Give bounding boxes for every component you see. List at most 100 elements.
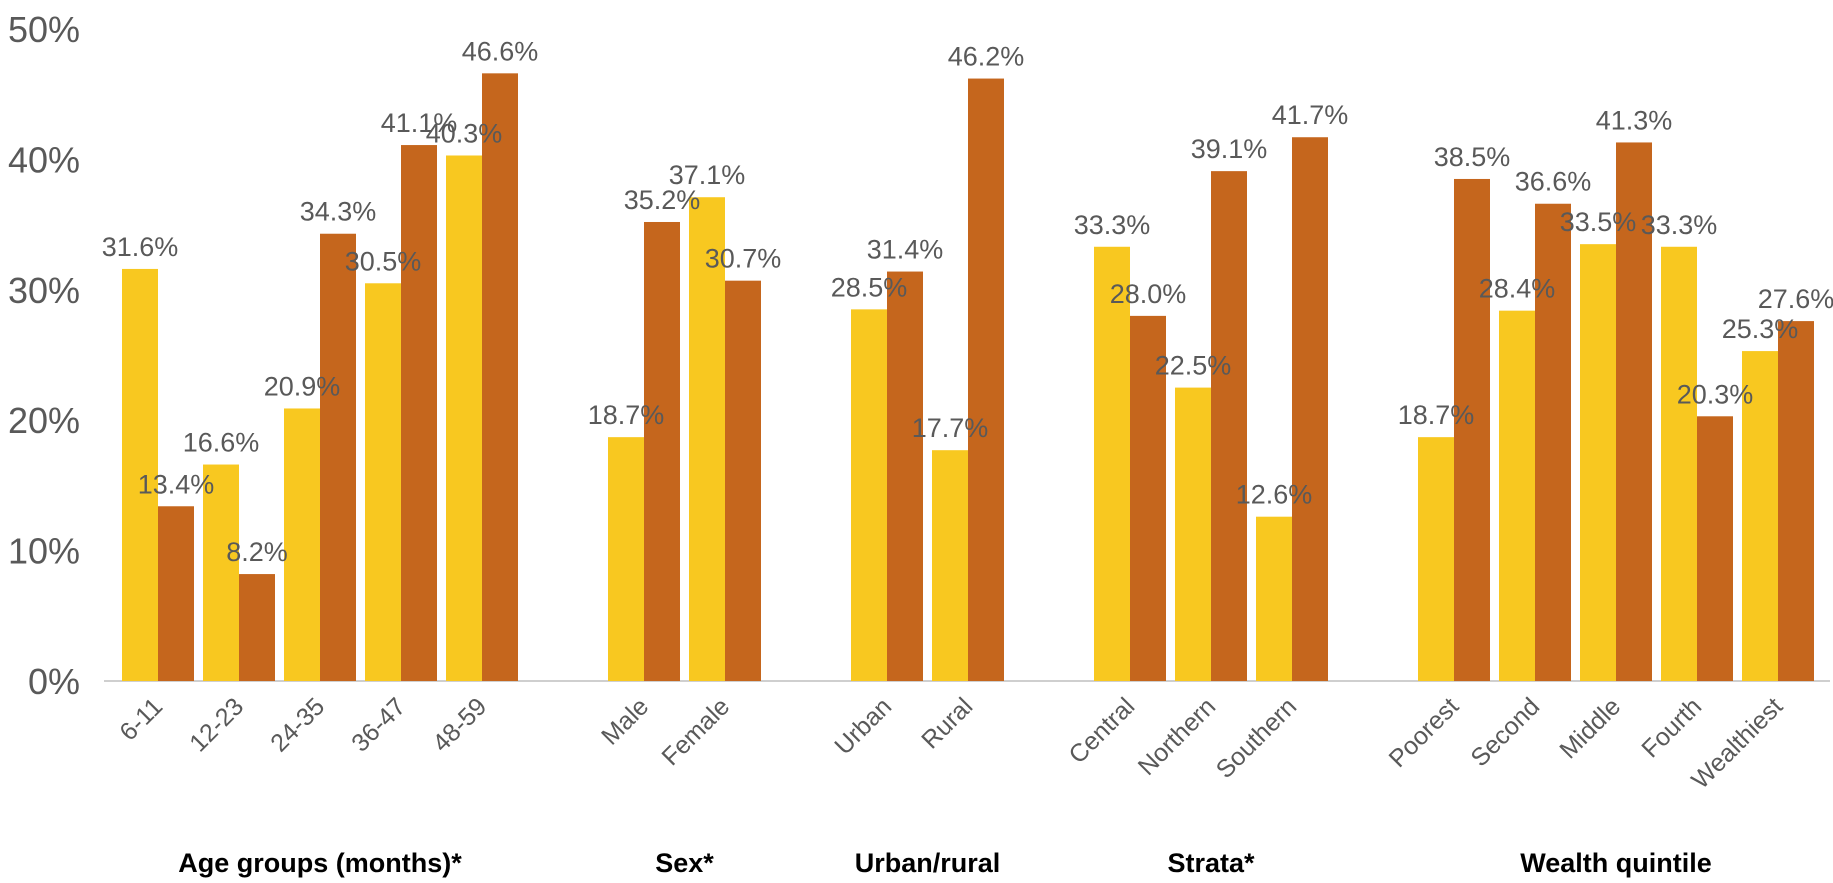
- bar: [851, 309, 887, 681]
- data-label: 33.3%: [1074, 210, 1151, 240]
- x-tick-label: Male: [596, 692, 654, 750]
- data-label: 12.6%: [1236, 480, 1313, 510]
- y-tick-label: 30%: [8, 270, 80, 311]
- data-label: 41.3%: [1596, 105, 1673, 135]
- bar: [1175, 387, 1211, 681]
- x-tick-label: 48-59: [427, 692, 492, 757]
- bar: [446, 155, 482, 681]
- data-label: 30.5%: [345, 246, 422, 276]
- x-tick-label: Southern: [1211, 692, 1303, 784]
- y-tick-label: 0%: [28, 661, 80, 702]
- data-label: 28.5%: [831, 272, 908, 302]
- bar: [158, 506, 194, 681]
- bar: [482, 73, 518, 681]
- data-label: 30.7%: [705, 244, 782, 274]
- x-tick-label: Northern: [1133, 692, 1222, 781]
- bar: [122, 268, 158, 681]
- bar: [1661, 246, 1697, 681]
- bar: [1292, 137, 1328, 681]
- group-label: Wealth quintile: [1520, 848, 1712, 878]
- bar: [284, 408, 320, 681]
- y-tick-label: 20%: [8, 400, 80, 441]
- bar: [968, 78, 1004, 681]
- group-label: Age groups (months)*: [178, 848, 462, 878]
- bar: [689, 197, 725, 681]
- bar: [1499, 310, 1535, 681]
- y-tick-label: 40%: [8, 139, 80, 180]
- bar: [320, 233, 356, 681]
- y-tick-label: 10%: [8, 531, 80, 572]
- bar: [365, 283, 401, 681]
- data-label: 31.6%: [102, 232, 179, 262]
- bar: [1616, 142, 1652, 681]
- bar: [887, 271, 923, 681]
- group-label: Urban/rural: [855, 848, 1001, 878]
- data-label: 13.4%: [138, 469, 215, 499]
- x-tick-label: 24-35: [265, 692, 330, 757]
- data-label: 28.4%: [1479, 274, 1556, 304]
- x-tick-label: 12-23: [184, 692, 249, 757]
- bar: [203, 464, 239, 681]
- data-label: 46.2%: [948, 42, 1025, 72]
- bar: [1094, 246, 1130, 681]
- bar: [1580, 244, 1616, 681]
- data-label: 22.5%: [1155, 351, 1232, 381]
- x-tick-label: Fourth: [1636, 692, 1707, 763]
- data-label: 18.7%: [1398, 400, 1475, 430]
- bar: [401, 145, 437, 681]
- bar: [239, 574, 275, 681]
- data-label: 35.2%: [624, 185, 701, 215]
- bar: [644, 221, 680, 681]
- data-label: 33.5%: [1560, 207, 1637, 237]
- data-label: 17.7%: [912, 413, 989, 443]
- x-tick-label: 36-47: [346, 692, 411, 757]
- x-tick-label: Urban: [829, 692, 897, 760]
- x-tick-label: Poorest: [1384, 692, 1465, 773]
- bars: [122, 73, 1814, 682]
- x-tick-label: Central: [1063, 692, 1140, 769]
- data-label: 27.6%: [1758, 284, 1833, 314]
- bar: [1130, 315, 1166, 681]
- group-labels: Age groups (months)* Sex* Urban/rural Strat…: [178, 848, 1712, 878]
- data-labels: 31.6%13.4%16.6%8.2%20.9%34.3%30.5%41.1%4…: [102, 36, 1833, 567]
- x-axis: 6-11 12-23 24-35 36-47 48-59 Male Female Urban R…: [114, 692, 1788, 794]
- group-label: Sex*: [655, 848, 714, 878]
- bar: [1697, 416, 1733, 681]
- bar: [1418, 437, 1454, 681]
- data-label: 34.3%: [300, 197, 377, 227]
- bar: [608, 437, 644, 681]
- x-tick-label: Second: [1465, 692, 1545, 772]
- bar: [725, 280, 761, 681]
- bar: [1778, 321, 1814, 681]
- x-tick-label: 6-11: [114, 692, 168, 746]
- data-label: 39.1%: [1191, 134, 1268, 164]
- data-label: 16.6%: [183, 428, 260, 458]
- x-tick-label: Female: [656, 692, 735, 771]
- bar: [1454, 178, 1490, 681]
- data-label: 18.7%: [588, 400, 665, 430]
- data-label: 25.3%: [1722, 314, 1799, 344]
- data-label: 38.5%: [1434, 142, 1511, 172]
- data-label: 41.1%: [381, 108, 458, 138]
- x-tick-label: Rural: [916, 692, 978, 754]
- data-label: 33.3%: [1641, 210, 1718, 240]
- group-label: Strata*: [1167, 848, 1255, 878]
- bar: [1211, 171, 1247, 682]
- data-label: 8.2%: [226, 537, 288, 567]
- y-tick-label: 50%: [8, 9, 80, 50]
- data-label: 20.3%: [1677, 379, 1754, 409]
- data-label: 20.9%: [264, 371, 341, 401]
- data-label: 37.1%: [669, 160, 746, 190]
- data-label: 41.7%: [1272, 100, 1349, 130]
- data-label: 46.6%: [462, 36, 539, 66]
- data-label: 31.4%: [867, 235, 944, 265]
- data-label: 40.3%: [426, 118, 503, 148]
- bar: [1535, 203, 1571, 681]
- bar: [932, 450, 968, 681]
- bar: [1256, 516, 1292, 681]
- data-label: 36.6%: [1515, 167, 1592, 197]
- bar: [1742, 351, 1778, 681]
- data-label: 28.0%: [1110, 279, 1187, 309]
- x-tick-label: Middle: [1554, 692, 1626, 764]
